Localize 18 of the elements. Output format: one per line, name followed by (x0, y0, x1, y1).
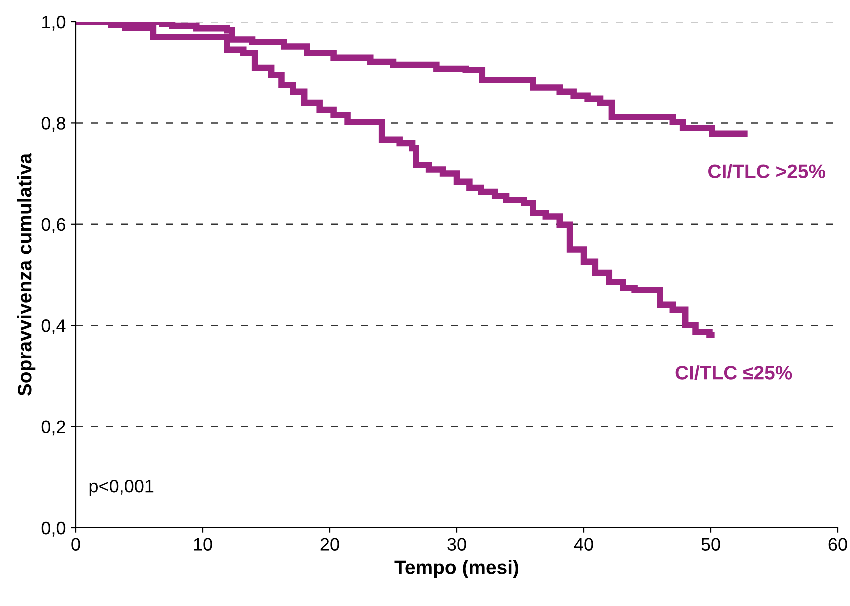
x-tick-label: 40 (574, 538, 594, 551)
x-axis-title: Tempo (mesi) (394, 560, 519, 578)
annotation: p<0,001 (90, 480, 154, 496)
y-tick-label: 0,0 (42, 522, 66, 537)
x-tick-label: 20 (320, 538, 340, 551)
x-tick-label: 30 (448, 538, 466, 551)
x-tick-label: 0 (72, 538, 80, 551)
y-tick-label: 0,8 (42, 117, 66, 132)
x-tick-label: 10 (194, 538, 212, 551)
series-label: CI/TLC ≤25% (676, 366, 792, 380)
series-label: CI/TLC >25% (708, 164, 826, 179)
x-tick-label: 60 (828, 538, 848, 551)
y-tick-label: 0,6 (42, 218, 66, 234)
y-tick-label: 0,4 (42, 320, 66, 334)
y-tick-label: 1,0 (42, 16, 66, 31)
y-axis-title: Sopravvivenza cumulativa (18, 153, 36, 396)
x-tick-label: 50 (702, 538, 720, 551)
y-tick-label: 0,2 (42, 420, 66, 436)
